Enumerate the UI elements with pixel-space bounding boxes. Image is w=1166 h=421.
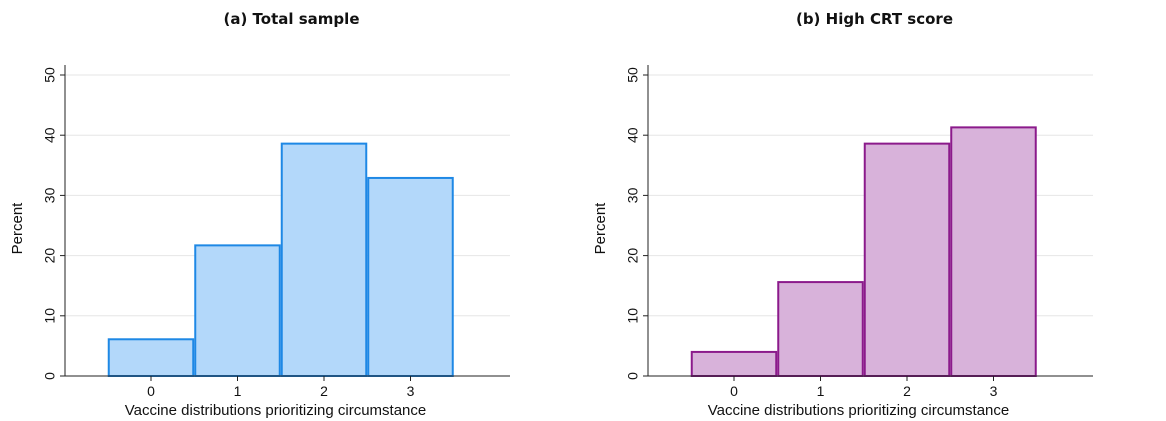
y-tick-label: 10 bbox=[42, 308, 58, 324]
x-tick-label: 0 bbox=[147, 383, 155, 399]
y-axis-title: Percent bbox=[592, 202, 609, 255]
x-tick-label: 3 bbox=[407, 383, 415, 399]
y-tick-label: 20 bbox=[625, 248, 641, 264]
y-tick-label: 40 bbox=[625, 127, 641, 143]
x-tick-label: 1 bbox=[817, 383, 825, 399]
chart-panel-b: (b) High CRT score 0 10 20 30 40 50 0 1 2 3 Vaccin… bbox=[583, 0, 1166, 421]
x-tick-label: 3 bbox=[990, 383, 998, 399]
bar-1 bbox=[194, 244, 281, 377]
y-tick-label: 0 bbox=[42, 372, 58, 380]
y-tick-label: 40 bbox=[42, 127, 58, 143]
chart-b-svg: 0 10 20 30 40 50 0 1 2 3 Vaccine distributions pri… bbox=[592, 65, 1093, 419]
bar-2 bbox=[863, 142, 951, 377]
y-tick-label: 30 bbox=[625, 187, 641, 203]
y-tick-label: 10 bbox=[625, 308, 641, 324]
y-tick-label: 30 bbox=[42, 187, 58, 203]
chart-a-svg: 0 10 20 30 40 50 0 1 2 3 Vaccine distributions pri… bbox=[9, 65, 510, 419]
y-tick-label: 50 bbox=[42, 67, 58, 83]
x-tick-label: 2 bbox=[320, 383, 328, 399]
x-axis-title: Vaccine distributions prioritizing circu… bbox=[125, 402, 427, 419]
x-tick-label: 1 bbox=[234, 383, 242, 399]
chart-title: (a) Total sample bbox=[223, 10, 360, 28]
bar-1 bbox=[777, 281, 864, 378]
chart-panel-a: (a) Total sample 0 10 20 30 40 50 0 1 2 3 Vaccine … bbox=[9, 10, 510, 419]
bar-3 bbox=[367, 176, 454, 377]
bar-3 bbox=[950, 126, 1037, 378]
bar-0 bbox=[690, 350, 778, 378]
x-tick-label: 2 bbox=[903, 383, 911, 399]
bar-2 bbox=[280, 142, 368, 377]
bar-0 bbox=[107, 338, 195, 378]
y-axis-title: Percent bbox=[9, 202, 26, 255]
y-tick-label: 20 bbox=[42, 248, 58, 264]
y-tick-label: 50 bbox=[625, 67, 641, 83]
x-axis-title: Vaccine distributions prioritizing circu… bbox=[708, 402, 1010, 419]
y-tick-label: 0 bbox=[625, 372, 641, 380]
x-tick-label: 0 bbox=[730, 383, 738, 399]
chart-title: (b) High CRT score bbox=[795, 10, 954, 28]
